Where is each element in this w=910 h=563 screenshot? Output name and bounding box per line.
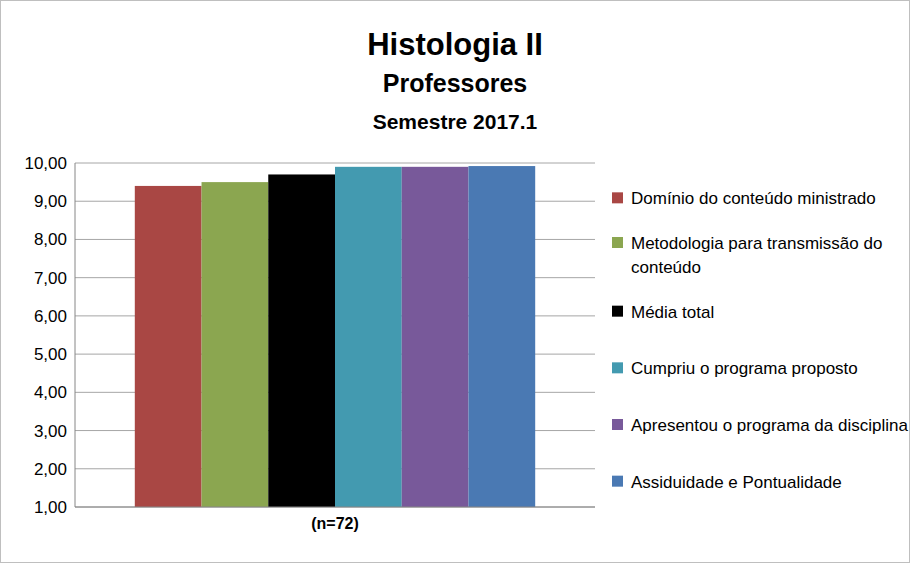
subtitle: Professores: [383, 69, 528, 97]
legend-swatch: [612, 306, 623, 317]
bars: [135, 166, 535, 507]
subtitle: Semestre 2017.1: [373, 110, 538, 133]
legend-label: Assiduidade e Pontualidade: [631, 473, 842, 492]
y-tick-label: 10,00: [24, 154, 67, 173]
bar: [468, 166, 535, 507]
legend-swatch: [612, 237, 623, 248]
bar: [402, 167, 469, 507]
y-axis: [75, 163, 76, 507]
legend-swatch: [612, 362, 623, 373]
x-tick-label: (n=72): [311, 515, 359, 532]
bar: [135, 186, 202, 507]
y-tick-label: 2,00: [34, 460, 67, 479]
y-tick-label: 5,00: [34, 345, 67, 364]
y-tick-label: 1,00: [34, 498, 67, 517]
bar: [335, 167, 402, 507]
legend-swatch: [612, 419, 623, 430]
y-tick-label: 7,00: [34, 269, 67, 288]
legend-swatch: [612, 476, 623, 487]
grid-line: [75, 163, 595, 164]
grid-line: [75, 507, 595, 508]
y-tick-label: 9,00: [34, 192, 67, 211]
y-tick-label: 8,00: [34, 230, 67, 249]
x-axis: [75, 507, 595, 508]
chart-frame: [1, 1, 910, 563]
title: Histologia II: [367, 27, 543, 62]
y-tick-label: 3,00: [34, 422, 67, 441]
legend-label: Metodologia para transmissão doconteúdo: [631, 234, 882, 277]
y-tick-label: 6,00: [34, 307, 67, 326]
bar: [268, 174, 335, 507]
legend-label: Cumpriu o programa proposto: [631, 359, 858, 378]
bar: [202, 182, 269, 507]
legend-label: Média total: [631, 303, 714, 322]
legend-label: Domínio do conteúdo ministrado: [631, 189, 876, 208]
legend-swatch: [612, 192, 623, 203]
legend-label: Apresentou o programa da disciplina: [631, 416, 908, 435]
y-tick-label: 4,00: [34, 383, 67, 402]
